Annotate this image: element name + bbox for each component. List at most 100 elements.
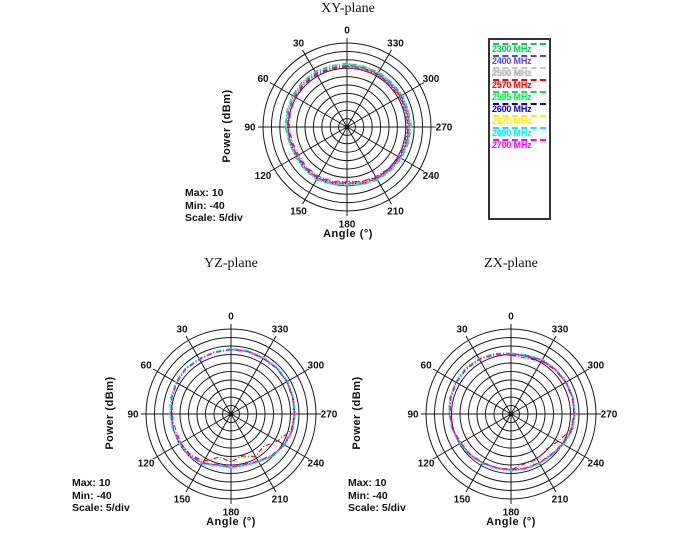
angle-tick-label: 210 — [387, 207, 404, 218]
legend-label: 2595 MHz — [492, 92, 532, 102]
grid-tick — [553, 487, 557, 493]
legend-line-sample — [493, 79, 546, 81]
legend-entry: 2300 MHz — [492, 43, 547, 54]
legend-line-sample — [493, 55, 546, 57]
center-dot — [508, 411, 514, 417]
grid-tick — [302, 49, 306, 55]
grid-tick — [269, 82, 275, 86]
legend-entry: 2400 MHz — [492, 55, 547, 66]
grid-spoke — [157, 413, 232, 457]
stats-scale: Scale: 5/div — [72, 502, 130, 514]
angle-tick-label: 210 — [552, 494, 569, 505]
legend-entry: 2595 MHz — [492, 91, 547, 102]
angle-tick-label: 240 — [588, 459, 605, 470]
grid-spoke — [230, 413, 274, 488]
series-curve — [171, 348, 296, 468]
angle-tick-label: 0 — [228, 312, 234, 323]
legend-label: 2690 MHz — [492, 128, 532, 138]
grid-spoke — [510, 371, 585, 415]
stats-max: Max: 10 — [348, 477, 387, 489]
grid-spoke — [437, 413, 512, 457]
grid-spoke — [510, 413, 554, 488]
legend-label: 2570 MHz — [492, 80, 532, 90]
grid-tick — [302, 199, 306, 205]
legend-entry: 2700 MHz — [492, 139, 547, 150]
series-curve — [169, 348, 296, 469]
grid-tick — [273, 487, 277, 493]
grid-spoke — [188, 413, 232, 488]
angle-tick-label: 30 — [293, 39, 305, 50]
legend-entries: 2300 MHz 2400 MHz 2500 MHz 2570 MHz 2595 MHz… — [492, 43, 547, 150]
grid-spoke — [274, 126, 348, 170]
angle-tick-label: 60 — [421, 361, 433, 372]
polar-chart: 0 30 60 90 120 150 180 210 240 270 300 330 — [407, 312, 618, 519]
plot-title: XY-plane — [321, 1, 375, 16]
grid-tick — [553, 335, 557, 341]
legend-label: 2600 MHz — [492, 104, 532, 114]
grid-tick — [185, 335, 189, 341]
grid-spoke — [304, 54, 348, 128]
angle-tick-label: 300 — [308, 361, 325, 372]
polar-chart: 0 30 60 90 120 150 180 210 240 270 300 330 — [244, 26, 453, 231]
grid-spoke — [274, 84, 348, 128]
legend-label: 2620 MHz — [492, 116, 532, 126]
grid-spoke — [468, 413, 512, 488]
angle-tick-label: 300 — [423, 74, 440, 85]
grid-spoke — [510, 413, 585, 457]
angle-tick-label: 150 — [174, 494, 191, 505]
series-curve — [288, 66, 409, 183]
grid-spoke — [437, 371, 512, 415]
angle-tick-label: 240 — [308, 459, 325, 470]
angle-tick-label: 60 — [257, 74, 269, 85]
angle-tick-label: 0 — [344, 26, 350, 37]
grid-spoke — [510, 340, 554, 415]
angle-tick-label: 120 — [418, 459, 435, 470]
grid-spoke — [188, 340, 232, 415]
angle-tick-label: 330 — [387, 39, 404, 50]
scale-stats: Max: 10 Min: -40 Scale: 5/div — [185, 187, 243, 225]
angle-tick-label: 270 — [436, 123, 453, 134]
grid-spoke — [346, 54, 390, 128]
grid-tick — [584, 456, 590, 460]
stats-max: Max: 10 — [72, 477, 111, 489]
grid-tick — [584, 368, 590, 372]
series-curve — [286, 64, 410, 184]
grid-spoke — [304, 126, 348, 200]
grid-spoke — [230, 413, 305, 457]
scale-stats: Max: 10 Min: -40 Scale: 5/div — [72, 477, 130, 515]
grid-tick — [419, 82, 425, 86]
grid-spoke — [346, 84, 420, 128]
angle-tick-label: 150 — [290, 207, 307, 218]
legend-label: 2300 MHz — [492, 44, 532, 54]
angle-tick-label: 240 — [423, 171, 440, 182]
angle-tick-label: 270 — [601, 410, 618, 421]
grid-tick — [304, 368, 310, 372]
grid-spoke — [346, 126, 420, 170]
series-curve — [287, 65, 409, 183]
angle-tick-label: 120 — [255, 171, 272, 182]
angle-tick-label: 330 — [272, 325, 289, 336]
angle-tick-label: 300 — [588, 361, 605, 372]
legend-label: 2500 MHz — [492, 68, 532, 78]
grid-tick — [152, 456, 158, 460]
series-curve — [284, 62, 413, 187]
grid-tick — [465, 487, 469, 493]
angle-tick-label: 180 — [503, 508, 520, 519]
grid-tick — [152, 368, 158, 372]
legend-line-sample — [493, 139, 546, 141]
grid-tick — [388, 49, 392, 55]
legend-line-sample — [493, 127, 546, 129]
angle-tick-label: 0 — [508, 312, 514, 323]
grid-tick — [273, 335, 277, 341]
legend-entry: 2620 MHz — [492, 115, 547, 126]
legend-entry: 2500 MHz — [492, 67, 547, 78]
angle-axis-label: Angle (°) — [486, 516, 536, 528]
angle-tick-label: 180 — [339, 220, 356, 231]
legend-entry: 2570 MHz — [492, 79, 547, 90]
frequency-legend: 2300 MHz 2400 MHz 2500 MHz 2570 MHz 2595 MHz… — [488, 38, 551, 220]
plot-title: YZ-plane — [204, 256, 258, 271]
grid-spoke — [230, 340, 274, 415]
series-curve — [449, 353, 575, 471]
legend-line-sample — [493, 103, 546, 105]
